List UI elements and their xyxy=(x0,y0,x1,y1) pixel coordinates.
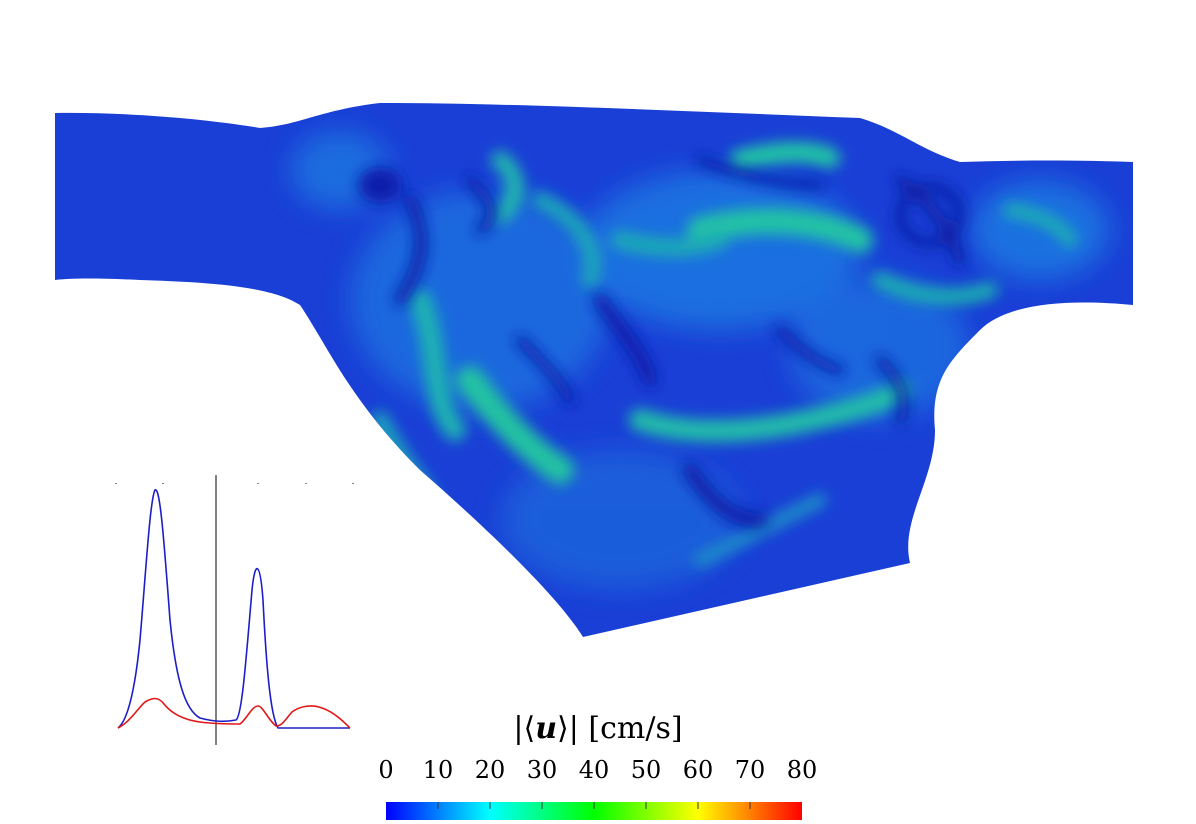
colorbar: |⟨u⟩| [cm/s] 0 10 20 30 40 50 60 70 80 xyxy=(378,711,817,820)
colorbar-tick-label: 40 xyxy=(579,756,610,784)
colorbar-tick-label: 50 xyxy=(631,756,662,784)
inset-plot xyxy=(115,475,354,745)
colorbar-tick-label: 20 xyxy=(475,756,506,784)
colorbar-tick-marks xyxy=(437,802,751,809)
colorbar-tick-label: 60 xyxy=(683,756,714,784)
velocity-field xyxy=(55,103,1133,637)
field-structures xyxy=(290,130,1110,590)
colorbar-tick-label: 70 xyxy=(735,756,766,784)
inset-series-blue xyxy=(117,489,350,729)
inset-top-ticks xyxy=(115,483,354,484)
inset-series-red xyxy=(117,697,351,729)
colorbar-tick-label: 0 xyxy=(378,756,393,784)
colorbar-tick-label: 80 xyxy=(787,756,818,784)
colorbar-tick-label: 30 xyxy=(527,756,558,784)
colorbar-title: |⟨u⟩| [cm/s] xyxy=(513,711,682,746)
colorbar-tick-labels: 0 10 20 30 40 50 60 70 80 xyxy=(378,756,817,784)
colorbar-tick-label: 10 xyxy=(423,756,454,784)
